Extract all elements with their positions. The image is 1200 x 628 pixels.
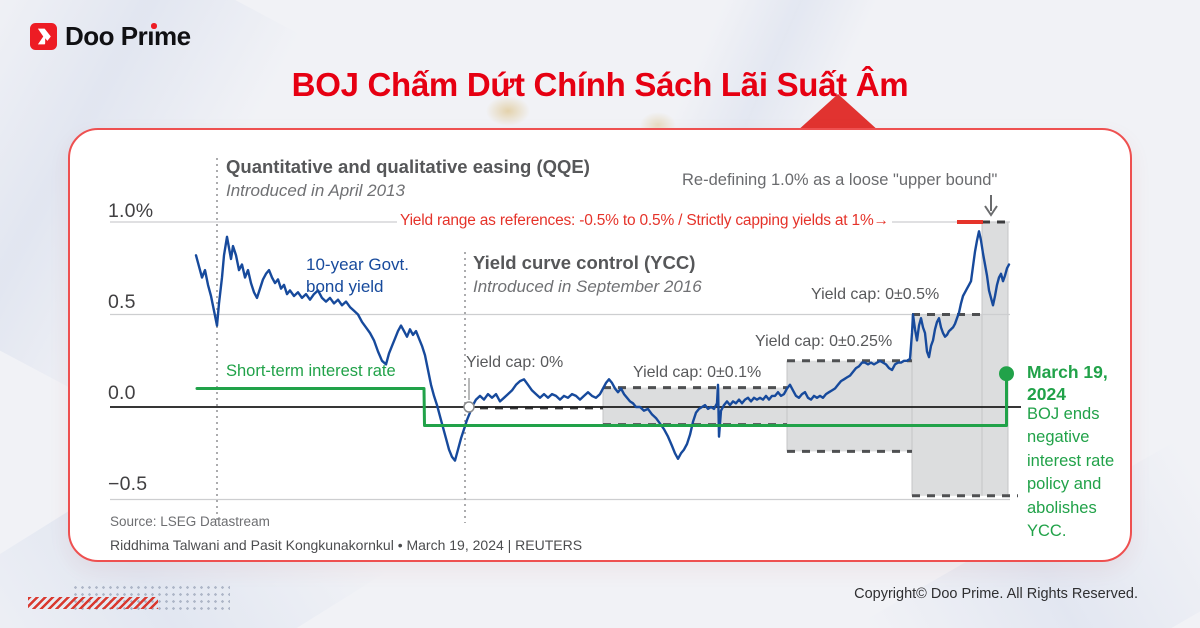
byline: Riddhima Talwani and Pasit Kongkunakornk… — [110, 537, 583, 553]
doo-prime-logo: Doo Prıme — [30, 21, 191, 52]
yield-cap-0-label: Yield cap: 0% — [466, 354, 564, 371]
yield-range-note: Yield range as references: -0.5% to 0.5%… — [397, 212, 892, 230]
page-title: BOJ Chấm Dứt Chính Sách Lãi Suất Âm — [291, 66, 909, 103]
bond-yield-series-label: 10-year Govt. bond yield — [306, 255, 409, 296]
red-hatch-decor — [28, 597, 158, 609]
ycc-title: Yield curve control (YCC) — [473, 252, 696, 273]
copyright-text: Copyright© Doo Prime. All Rights Reserve… — [854, 586, 1138, 602]
boj-ends-nirp-text: BOJ ends negative interest rate policy a… — [1027, 405, 1115, 541]
y-axis-tick: −0.5 — [108, 473, 148, 495]
qqe-subtitle: Introduced in April 2013 — [226, 181, 405, 200]
y-axis-tick: 0.0 — [108, 382, 136, 404]
march-19-2024-label: March 19, 2024 — [1027, 362, 1108, 404]
doo-prime-logo-icon — [30, 23, 57, 50]
logo-i-dot — [151, 23, 157, 29]
coin-bokeh-decor — [486, 96, 530, 126]
y-axis-tick: 1.0% — [108, 200, 154, 222]
short-term-rate-series-label: Short-term interest rate — [226, 362, 396, 380]
qqe-annotation: Quantitative and qualitative easing (QQE… — [226, 156, 590, 201]
doo-prime-logo-text: Doo Prıme — [65, 21, 191, 51]
yield-cap-025-label: Yield cap: 0±0.25% — [755, 333, 893, 350]
ycc-annotation: Yield curve control (YCC) Introduced in … — [473, 252, 702, 297]
yield-cap-05-label: Yield cap: 0±0.5% — [811, 286, 940, 303]
red-triangle-decor — [796, 94, 880, 132]
ycc-subtitle: Introduced in September 2016 — [473, 277, 702, 296]
qqe-title: Quantitative and qualitative easing (QQE… — [226, 156, 590, 177]
yield-cap-01-label: Yield cap: 0±0.1% — [633, 364, 762, 381]
redefine-annotation: Re-defining 1.0% as a loose "upper bound… — [682, 171, 998, 189]
source-line: Source: LSEG Datastream — [110, 514, 270, 529]
y-axis-tick: 0.5 — [108, 291, 136, 313]
